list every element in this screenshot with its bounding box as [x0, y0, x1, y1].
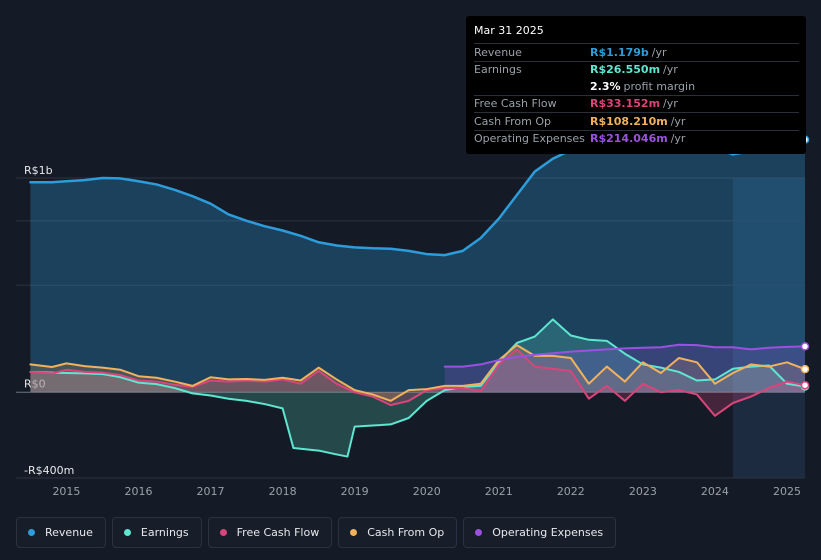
legend-dot: [350, 529, 358, 536]
legend-item-cash-from-op[interactable]: Cash From Op: [338, 517, 458, 548]
tooltip-label: Cash From Op: [474, 114, 552, 128]
tooltip-date: Mar 31 2025: [474, 24, 544, 37]
tooltip-row-profit-margin: 2.3% profit margin: [474, 78, 799, 95]
x-tick-label: 2019: [341, 485, 369, 498]
tooltip-label: Free Cash Flow: [474, 97, 557, 110]
tooltip-unit: /yr: [651, 45, 667, 59]
x-tick-label: 2016: [124, 485, 152, 498]
series-endpoint-operating-expenses: [800, 342, 810, 351]
series-line-earnings: [29, 318, 806, 458]
tooltip-value: R$33.152m: [590, 97, 661, 110]
y-tick-label: -R$400m: [24, 464, 74, 477]
tooltip-unit: profit margin: [623, 79, 696, 93]
tooltip-row-earnings: Earnings R$26.550m /yr: [474, 60, 799, 79]
x-tick-label: 2021: [485, 485, 513, 498]
x-tick-label: 2023: [629, 485, 657, 498]
legend-dot: [219, 529, 227, 536]
series-area-cash-from-op: [30, 345, 806, 401]
tooltip-unit: /yr: [670, 132, 686, 145]
series-line-free-cash-flow: [29, 348, 806, 417]
x-tick-label: 2024: [701, 485, 729, 498]
legend-item-operating-expenses[interactable]: Operating Expenses: [463, 517, 617, 548]
x-tick-label: 2025: [773, 485, 801, 498]
legend-label: Free Cash Flow: [236, 526, 320, 539]
tooltip-label: Earnings: [474, 63, 522, 76]
tooltip-row-free-cash-flow: Free Cash Flow R$33.152m /yr: [474, 94, 799, 113]
series-area-earnings: [30, 319, 806, 457]
chart-legend: Revenue Earnings Free Cash Flow Cash Fro…: [16, 517, 617, 548]
data-tooltip: Mar 31 2025 Revenue R$1.179b /yr Earning…: [466, 16, 806, 154]
tooltip-unit: /yr: [670, 114, 686, 128]
legend-dot: [123, 529, 131, 536]
tooltip-label: Operating Expenses: [474, 132, 585, 145]
highlight-region: [732, 178, 805, 478]
series-line-cash-from-op: [29, 344, 806, 402]
tooltip-value: R$108.210m: [590, 114, 668, 128]
legend-item-earnings[interactable]: Earnings: [111, 517, 202, 548]
tooltip-row-operating-expenses: Operating Expenses R$214.046m /yr: [474, 129, 799, 148]
tooltip-label: Revenue: [474, 45, 522, 59]
legend-item-free-cash-flow[interactable]: Free Cash Flow: [207, 517, 333, 548]
tooltip-label: [474, 79, 590, 95]
series-line-operating-expenses: [443, 343, 806, 368]
legend-dot: [475, 529, 483, 536]
legend-label: Cash From Op: [367, 526, 445, 539]
x-tick-label: 2018: [269, 485, 297, 498]
tooltip-value: R$214.046m: [590, 132, 668, 145]
series-endpoint-cash-from-op: [800, 364, 810, 374]
y-tick-label: R$0: [24, 377, 46, 390]
tooltip-value: 2.3%: [590, 79, 621, 93]
series-endpoint-free-cash-flow: [800, 380, 810, 390]
tooltip-unit: /yr: [663, 97, 678, 110]
x-tick-label: 2015: [52, 485, 80, 498]
y-tick-label: R$1b: [24, 164, 53, 177]
x-tick-label: 2022: [557, 485, 585, 498]
x-tick-label: 2017: [197, 485, 225, 498]
legend-dot: [28, 529, 35, 536]
tooltip-value: R$1.179b: [590, 45, 649, 59]
tooltip-unit: /yr: [663, 63, 678, 76]
tooltip-row-cash-from-op: Cash From Op R$108.210m /yr: [474, 112, 799, 130]
tooltip-value: R$26.550m: [590, 63, 661, 76]
legend-label: Operating Expenses: [492, 526, 604, 539]
series-area-revenue: [30, 133, 806, 393]
x-tick-label: 2020: [413, 485, 441, 498]
legend-label: Earnings: [140, 526, 189, 539]
legend-item-revenue[interactable]: Revenue: [16, 517, 106, 548]
tooltip-row-revenue: Revenue R$1.179b /yr: [474, 43, 799, 61]
legend-label: Revenue: [45, 526, 93, 539]
